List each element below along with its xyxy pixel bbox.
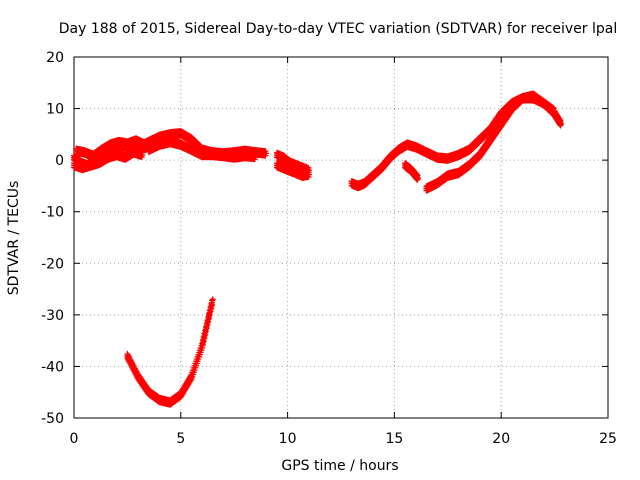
x-tick-label: 5 <box>176 431 185 447</box>
y-tick-label: -50 <box>41 411 64 427</box>
data-point <box>208 305 215 312</box>
data-point <box>202 328 209 335</box>
data-point <box>414 175 421 182</box>
data-point <box>199 341 206 348</box>
y-tick-label: -30 <box>41 308 64 324</box>
x-axis-label: GPS time / hours <box>281 458 398 474</box>
y-tick-label: 20 <box>46 50 64 66</box>
data-point <box>252 154 259 161</box>
data-point <box>139 151 146 158</box>
data-point <box>207 308 214 315</box>
x-tick-label: 20 <box>492 431 510 447</box>
series-arc-10 <box>423 90 558 194</box>
data-point <box>205 318 212 325</box>
plot-frame <box>73 56 609 419</box>
y-tick-label: -20 <box>41 256 64 272</box>
y-axis-label: SDTVAR / TECUs <box>6 181 22 296</box>
series-arc-5 <box>145 136 259 163</box>
data-point <box>202 331 209 338</box>
x-tick-label: 25 <box>599 431 617 447</box>
series-arc-9 <box>402 160 421 183</box>
y-tick-label: -40 <box>41 359 64 375</box>
y-tick-label: 0 <box>55 153 64 169</box>
y-tick-label: -10 <box>41 205 64 221</box>
series-arc-6 <box>273 149 312 176</box>
data-point <box>558 121 565 128</box>
data-point <box>551 108 558 115</box>
y-tick-label: 10 <box>46 102 64 118</box>
data-point <box>263 150 270 157</box>
data-point <box>204 321 211 328</box>
data-point <box>201 335 208 342</box>
data-point <box>199 345 206 351</box>
x-tick-label: 0 <box>70 431 79 447</box>
data-point <box>209 296 216 303</box>
x-tick-label: 10 <box>279 431 297 447</box>
data-point <box>203 325 210 332</box>
data-point <box>209 301 216 308</box>
data-point <box>206 315 213 322</box>
data-point <box>206 311 213 318</box>
x-axis: 0 5 10 15 20 25 <box>70 57 617 447</box>
x-tick-label: 15 <box>385 431 403 447</box>
data-point <box>305 171 312 178</box>
data-point <box>200 338 207 345</box>
series-arc-7 <box>273 160 312 181</box>
chart-title: Day 188 of 2015, Sidereal Day-to-day VTE… <box>59 21 617 37</box>
series-arc-11 <box>124 296 216 408</box>
data-point <box>187 377 194 384</box>
data-points <box>71 90 565 408</box>
y-axis: -50 -40 -30 -20 -10 0 10 20 <box>41 50 608 427</box>
